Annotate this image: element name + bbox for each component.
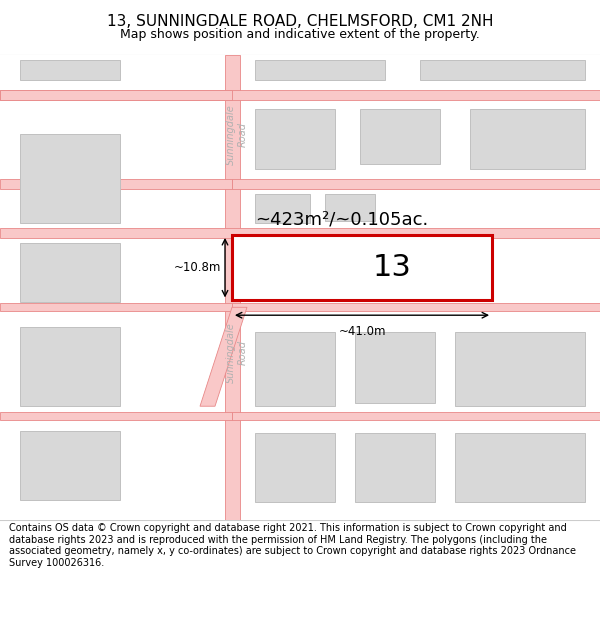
Bar: [355, 332, 435, 403]
Bar: [255, 433, 335, 502]
Bar: [0, 303, 232, 311]
Bar: [420, 60, 585, 80]
Bar: [255, 109, 335, 169]
Text: Map shows position and indicative extent of the property.: Map shows position and indicative extent…: [120, 28, 480, 41]
Bar: [0, 89, 232, 99]
Bar: [20, 327, 120, 406]
Text: Contains OS data © Crown copyright and database right 2021. This information is : Contains OS data © Crown copyright and d…: [9, 523, 576, 568]
Bar: [20, 134, 120, 223]
Bar: [20, 431, 120, 500]
Bar: [360, 109, 440, 164]
Text: 13: 13: [373, 253, 412, 282]
Text: ~41.0m: ~41.0m: [338, 325, 386, 338]
Text: 13, SUNNINGDALE ROAD, CHELMSFORD, CM1 2NH: 13, SUNNINGDALE ROAD, CHELMSFORD, CM1 2N…: [107, 14, 493, 29]
Bar: [20, 243, 120, 302]
Bar: [232, 412, 600, 420]
Bar: [224, 55, 239, 520]
Bar: [232, 303, 600, 311]
Bar: [255, 332, 335, 406]
Bar: [232, 179, 600, 189]
Bar: [455, 332, 585, 406]
Bar: [0, 228, 600, 238]
Bar: [455, 433, 585, 502]
Text: ~10.8m: ~10.8m: [173, 261, 221, 274]
Bar: [470, 109, 585, 169]
Bar: [255, 60, 385, 80]
Bar: [0, 412, 232, 420]
Text: ~423m²/~0.105ac.: ~423m²/~0.105ac.: [255, 210, 428, 228]
Polygon shape: [200, 308, 247, 406]
Bar: [255, 194, 310, 223]
Text: Sunningdale
Road: Sunningdale Road: [226, 322, 248, 383]
Bar: [0, 179, 232, 189]
Bar: [232, 235, 492, 301]
Bar: [0, 89, 600, 99]
Bar: [20, 60, 120, 80]
Text: Sunningdale
Road: Sunningdale Road: [226, 104, 248, 165]
Bar: [355, 433, 435, 502]
Bar: [325, 194, 375, 221]
Bar: [255, 245, 365, 292]
